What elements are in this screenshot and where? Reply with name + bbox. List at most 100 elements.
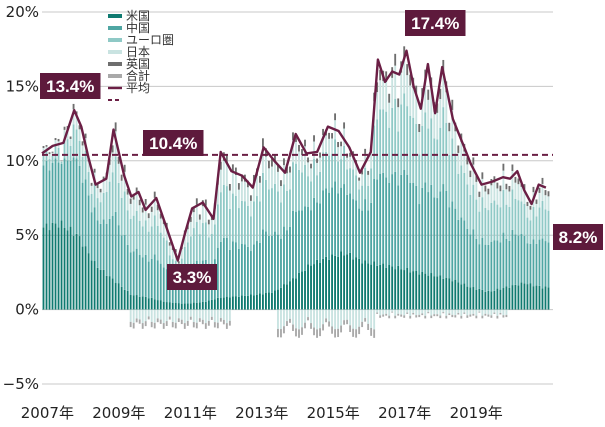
bar-segment-eu [66, 139, 69, 161]
bar-segment-eu [87, 172, 90, 196]
bar-segment-jp [99, 192, 102, 203]
bar-segment-jp-neg [373, 309, 376, 330]
bar-segment-total-neg [442, 312, 445, 314]
bar-segment-uk [60, 160, 63, 162]
bar-segment-total-neg [201, 319, 204, 325]
bar-segment-jp [153, 197, 156, 216]
bar-segment-cn [343, 184, 346, 256]
bar-segment-eu [186, 242, 189, 272]
bar-segment-uk [376, 82, 379, 93]
bar-segment-cn [433, 197, 436, 277]
bar-segment-us [283, 284, 285, 310]
bar-segment-jp [105, 177, 108, 193]
bar-segment-us [418, 274, 421, 310]
bar-segment-us [186, 303, 189, 310]
bar-segment-us [240, 295, 243, 310]
bar-segment-us [180, 303, 183, 310]
bar-segment-uk [505, 183, 508, 190]
bar-segment-cn [283, 226, 285, 285]
bar-segment-uk [475, 175, 478, 182]
bar-segment-cn [505, 238, 508, 287]
bar-segment-cn [421, 187, 424, 272]
bar-segment-cn [262, 229, 264, 295]
x-tick-label: 2013年 [235, 404, 288, 422]
x-tick-label: 2009年 [92, 404, 145, 422]
bar-segment-eu [301, 172, 303, 211]
bar-segment-cn [310, 210, 312, 266]
callout-label: 17.4% [411, 14, 459, 33]
bar-segment-us [334, 255, 336, 310]
bar-segment-jp-neg [216, 309, 219, 323]
bar-segment-us [523, 283, 526, 310]
bar-segment-jp-neg [307, 309, 309, 318]
bar-segment-jp-neg [222, 309, 225, 320]
bar-segment-jp [307, 162, 309, 177]
bar-segment-jp-neg [382, 309, 385, 315]
bar-segment-eu [274, 183, 276, 232]
bar-segment-eu [150, 226, 153, 259]
bar-segment-cn [349, 193, 352, 253]
bar-segment-cn [466, 228, 469, 287]
bar-segment-jp [252, 181, 255, 202]
bar-segment-cn [180, 279, 183, 304]
bar-segment-cn [298, 210, 300, 273]
bar-segment-jp-neg [502, 309, 505, 316]
bar-segment-total-neg [448, 313, 451, 316]
bar-segment-eu [228, 208, 231, 250]
bar-segment-total-neg [328, 321, 330, 327]
bar-segment-total-neg [195, 322, 198, 329]
bar-segment-jp-neg [168, 309, 171, 317]
bar-segment-jp-neg [421, 309, 424, 314]
bar-segment-jp [156, 210, 159, 226]
bar-segment-us [310, 265, 312, 310]
bar-segment-jp [460, 141, 463, 166]
bar-segment-eu [391, 107, 394, 175]
bar-segment-cn [274, 231, 276, 291]
bar-segment-cn [391, 174, 394, 267]
bar-segment-us [412, 271, 415, 310]
bar-segment-jp-neg [301, 309, 303, 328]
bar-segment-us [394, 269, 397, 310]
bar-segment-jp [361, 174, 364, 186]
bar-segment-us [262, 294, 264, 310]
bar-segment-total-neg [397, 313, 400, 316]
bar-segment-eu [517, 200, 520, 236]
bar-segment-cn [484, 244, 487, 292]
line-layer [41, 49, 553, 262]
bar-segment-us [132, 295, 135, 310]
bar-segment-cn [469, 234, 472, 288]
legend-label-cn: 中国 [126, 20, 150, 35]
bar-segment-uk [96, 184, 99, 189]
bar-segment-us [442, 278, 445, 310]
bar-segment-jp [165, 227, 168, 241]
bar-segment-jp [150, 211, 153, 227]
bar-segment-cn [328, 192, 330, 260]
bar-segment-cn [54, 158, 57, 224]
bar-segment-eu [511, 189, 514, 230]
bar-segment-total-neg [424, 315, 427, 319]
bar-segment-cn [394, 171, 397, 270]
bar-segment-cn [544, 241, 547, 287]
bar-segment-jp-neg [328, 309, 330, 322]
bar-segment-uk [406, 64, 409, 76]
bar-segment-uk [331, 133, 333, 139]
bar-segment-eu [204, 222, 207, 260]
bar-segment-us [192, 302, 195, 310]
bar-segment-cn [69, 160, 72, 227]
bar-segment-us [165, 302, 168, 310]
bar-segment-uk [280, 180, 282, 187]
bar-segment-total-neg [349, 325, 352, 332]
bar-segment-cn [451, 201, 454, 282]
bar-segment-jp [66, 129, 69, 140]
bar-segment-eu [484, 208, 487, 245]
bar-segment-jp-neg [138, 309, 141, 320]
bar-segment-eu [460, 165, 463, 218]
bar-segment-jp [541, 183, 544, 201]
bar-segment-us [126, 290, 129, 310]
bar-segment-uk [478, 191, 481, 197]
bar-segment-eu [216, 204, 219, 248]
bar-segment-cn [529, 243, 532, 284]
bar-segment-eu [271, 188, 273, 236]
bar-segment-eu [502, 189, 505, 233]
bar-segment-cn [499, 242, 502, 290]
